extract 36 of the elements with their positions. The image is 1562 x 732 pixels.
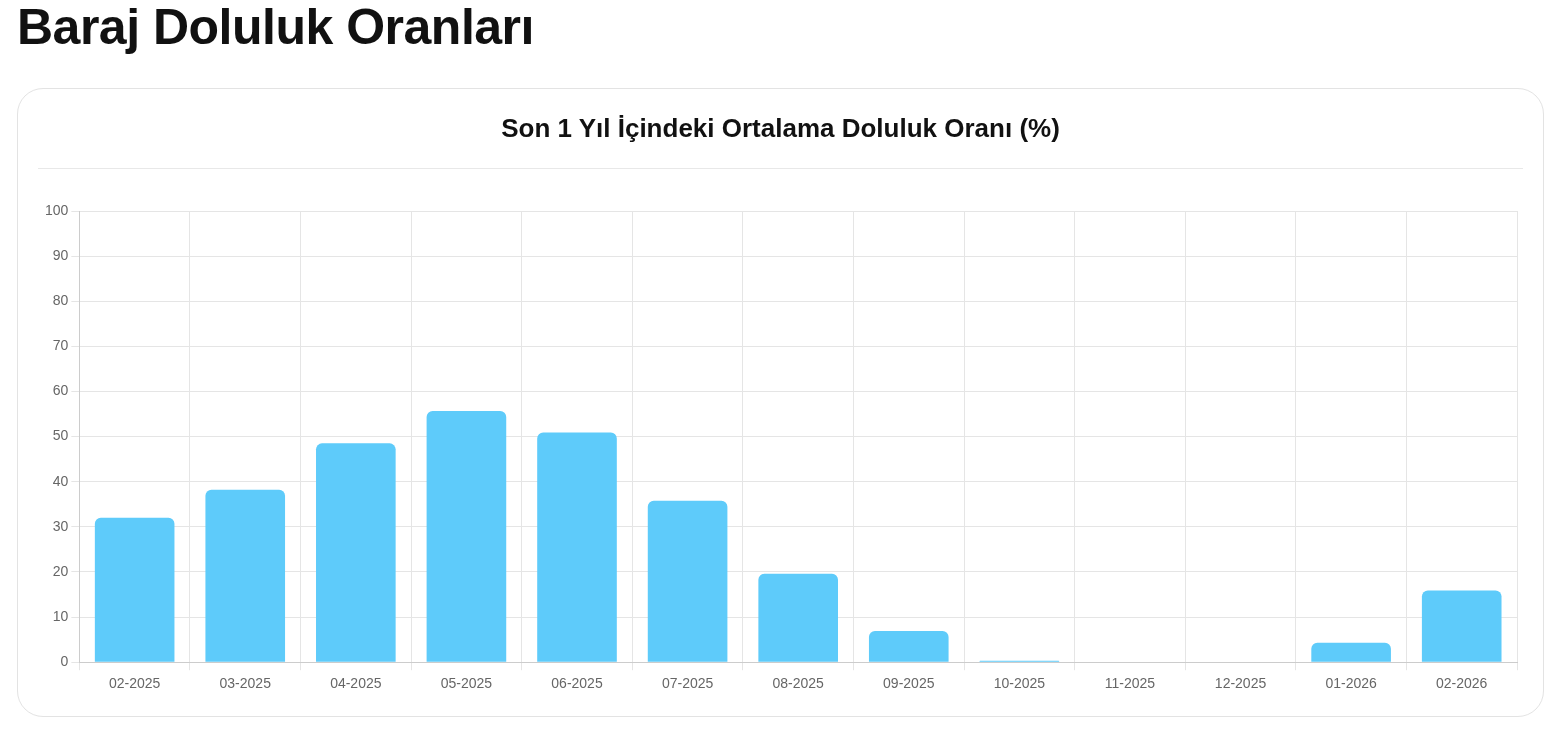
x-tick-label: 02-2025 <box>108 675 161 692</box>
y-tick-label: 90 <box>52 246 69 263</box>
y-tick-label: 0 <box>60 653 69 670</box>
x-tick-label: 03-2025 <box>219 675 272 692</box>
x-tick-label: 12-2025 <box>1214 675 1267 692</box>
y-tick-label: 30 <box>52 517 69 534</box>
x-tick-label: 11-2025 <box>1104 675 1156 692</box>
y-tick-label: 80 <box>52 292 69 309</box>
bar <box>94 517 175 662</box>
bar <box>647 500 728 662</box>
x-tick-label: 10-2025 <box>993 675 1046 692</box>
x-tick-label: 05-2025 <box>440 675 493 692</box>
y-tick-label: 20 <box>52 562 69 579</box>
bar <box>537 432 617 662</box>
y-tick-label: 60 <box>52 382 69 399</box>
x-tick-label: 07-2025 <box>661 675 714 692</box>
x-tick-label: 09-2025 <box>883 675 935 692</box>
y-tick-label: 10 <box>52 607 69 624</box>
bar <box>1311 642 1391 662</box>
x-tick-label: 01-2026 <box>1325 675 1378 692</box>
x-tick-label: 04-2025 <box>330 675 382 692</box>
bar <box>1421 590 1502 662</box>
x-tick-label: 08-2025 <box>772 675 825 692</box>
y-tick-label: 50 <box>52 427 69 444</box>
x-tick-label: 06-2025 <box>551 675 603 692</box>
bar <box>426 410 507 662</box>
y-tick-label: 40 <box>52 472 69 489</box>
bar <box>868 631 949 662</box>
bar <box>758 573 838 662</box>
chart-subtitle: Son 1 Yıl İçindeki Ortalama Doluluk Oranı (%) <box>500 113 1061 144</box>
x-tick-label: 02-2026 <box>1436 675 1488 692</box>
bar <box>316 443 396 662</box>
y-tick-label: 100 <box>45 201 69 218</box>
bar <box>205 489 286 662</box>
chart-title: Baraj Doluluk Oranları <box>17 0 534 56</box>
y-tick-label: 70 <box>52 337 69 354</box>
